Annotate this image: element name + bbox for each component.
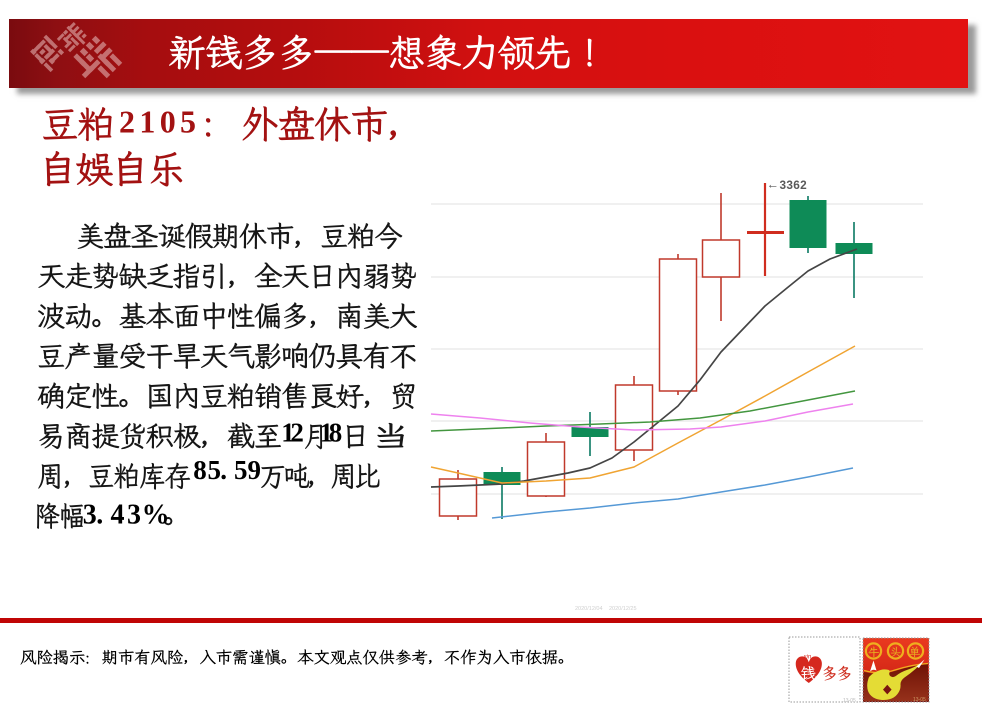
svg-text:2020/12/25: 2020/12/25 [609, 606, 637, 612]
svg-text:3362: 3362 [780, 178, 808, 192]
svg-text:12: 12 [281, 418, 303, 448]
svg-text:←: ← [767, 178, 780, 192]
svg-text:85.59: 85.59 [193, 455, 261, 485]
svg-text:2105: 2105 [119, 104, 200, 140]
svg-text:13-05: 13-05 [843, 698, 856, 704]
svg-text:xin: xin [803, 655, 812, 661]
svg-text:13-05: 13-05 [913, 697, 926, 703]
svg-text:18: 18 [320, 418, 342, 448]
svg-text:2020/12/04: 2020/12/04 [575, 606, 603, 612]
svg-text:3.43%: 3.43% [83, 500, 170, 531]
